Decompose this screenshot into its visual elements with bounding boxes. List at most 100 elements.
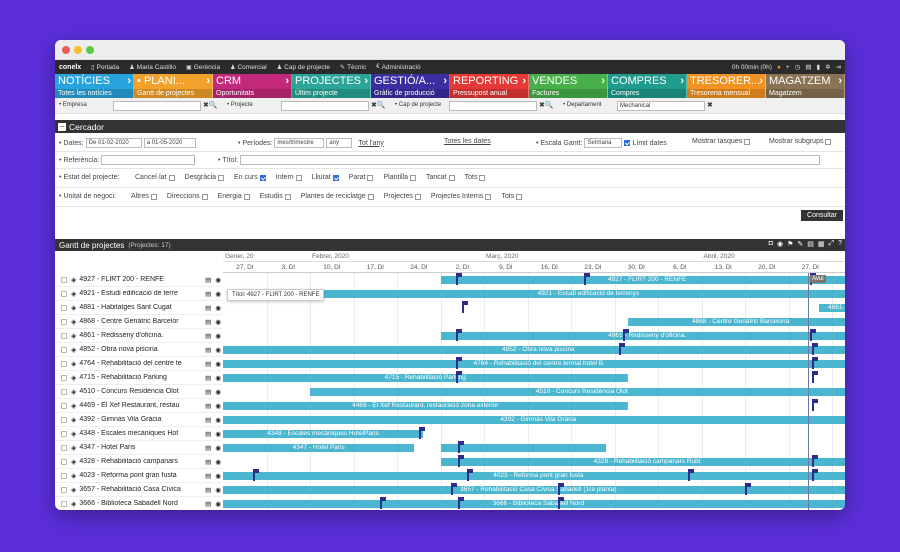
gantt-bar[interactable]: 4392 - Gimnàs Vila Gràcia bbox=[223, 416, 845, 424]
gantt-bar[interactable]: 4023 - Reforma pont gran fusta bbox=[223, 472, 845, 480]
plus-icon[interactable]: + bbox=[785, 63, 790, 71]
list-icon[interactable]: ▤ bbox=[205, 402, 212, 410]
clear-search-icon[interactable]: ✖🔍 bbox=[371, 102, 386, 109]
row-checkbox[interactable] bbox=[61, 402, 67, 409]
pdf-icon[interactable]: ▤ bbox=[807, 241, 814, 248]
project-row[interactable]: ◈ 4927 - FLIRT 200 - RENFE ▤ ◉ bbox=[55, 273, 223, 287]
close-dot[interactable] bbox=[62, 46, 70, 54]
date-to-input[interactable]: a 01-05-2020 bbox=[143, 138, 196, 148]
milestone-flag-icon[interactable] bbox=[455, 357, 462, 369]
gantt-bar[interactable]: 4852 - Obra nova piscina bbox=[223, 346, 845, 354]
project-row[interactable]: ◈ 4328 - Rehabilitació campanars ▤ ◉ bbox=[55, 455, 223, 469]
estat-checkbox[interactable] bbox=[410, 174, 416, 181]
project-row[interactable]: ◈ 3657 - Rehabilitació Casa Cívica ▤ ◉ bbox=[55, 483, 223, 497]
milestone-flag-icon[interactable] bbox=[557, 497, 564, 509]
project-row[interactable]: ◈ 4510 - Concurs Residència Olot ▤ ◉ bbox=[55, 385, 223, 399]
row-checkbox[interactable] bbox=[61, 304, 67, 311]
bookmark-icon[interactable]: ▮ bbox=[816, 64, 821, 71]
project-name[interactable]: 4715 - Rehabilitació Parking bbox=[79, 374, 167, 381]
estat-checkbox[interactable] bbox=[367, 174, 374, 181]
estat-checkbox[interactable] bbox=[218, 174, 225, 181]
module-sub[interactable]: Pressupost anual bbox=[450, 89, 528, 98]
project-row[interactable]: ◈ 4023 - Reforma pont gran fusta ▤ ◉ bbox=[55, 469, 223, 483]
milestone-flag-icon[interactable] bbox=[812, 469, 819, 481]
eye-icon[interactable]: ◉ bbox=[215, 374, 221, 382]
list-icon[interactable]: ▤ bbox=[205, 430, 212, 438]
eye-icon[interactable]: ◉ bbox=[215, 360, 221, 368]
list-icon[interactable]: ▤ bbox=[205, 332, 212, 340]
eye-icon[interactable]: ◉ bbox=[215, 416, 221, 424]
nav-item-6[interactable]: € Administració bbox=[376, 64, 420, 71]
gantt-bar[interactable]: 4868 - Centre Geriàtric Barcelona bbox=[627, 318, 845, 326]
project-name[interactable]: 4328 - Rehabilitació campanars bbox=[79, 458, 178, 465]
list-icon[interactable]: ▤ bbox=[205, 388, 212, 396]
camera-icon[interactable]: ◘ bbox=[768, 240, 773, 247]
eye-icon[interactable]: ◉ bbox=[215, 430, 221, 438]
project-name[interactable]: 3657 - Rehabilitació Casa Cívica bbox=[79, 486, 181, 493]
list-icon[interactable]: ▤ bbox=[205, 500, 212, 508]
milestone-flag-icon[interactable] bbox=[618, 343, 625, 355]
expand-icon[interactable]: ⤢ bbox=[828, 240, 835, 247]
project-row[interactable]: ◈ 4881 - Habitatges Sant Cugat ▤ ◉ bbox=[55, 301, 223, 315]
project-row[interactable]: ◈ 4348 - Escales mecàniques Hot ▤ ◉ bbox=[55, 427, 223, 441]
row-checkbox[interactable] bbox=[61, 458, 67, 465]
module-5[interactable]: REPORTING › Pressupost anual bbox=[450, 74, 529, 98]
list-icon[interactable]: ▤ bbox=[205, 304, 212, 312]
collapse-icon[interactable]: − bbox=[58, 121, 66, 131]
project-name[interactable]: 4868 - Centre Geriàtric Barcelor bbox=[79, 318, 179, 325]
list-icon[interactable]: ▤ bbox=[205, 458, 212, 466]
nav-item-5[interactable]: ✎ Tècnic bbox=[340, 64, 366, 71]
gantt-bar[interactable]: 4764 - Rehabilitació del centre termal h… bbox=[223, 360, 845, 368]
eye-icon[interactable]: ◉ bbox=[215, 486, 221, 494]
project-row[interactable]: ◈ 4764 - Rehabilitació del centre te ▤ ◉ bbox=[55, 357, 223, 371]
milestone-flag-icon[interactable] bbox=[557, 483, 564, 495]
maximize-dot[interactable] bbox=[86, 46, 94, 54]
estat-checkbox[interactable] bbox=[259, 174, 266, 181]
module-sub[interactable]: Gantt de projectes bbox=[134, 89, 212, 98]
project-row[interactable]: ◈ 4715 - Rehabilitació Parking ▤ ◉ bbox=[55, 371, 223, 385]
estat-checkbox[interactable] bbox=[295, 174, 302, 181]
row-checkbox[interactable] bbox=[61, 374, 67, 381]
nav-item-4[interactable]: ♟ Cap de projecte bbox=[277, 64, 330, 71]
clear-icon[interactable]: ✖ bbox=[707, 102, 713, 109]
milestone-flag-icon[interactable] bbox=[418, 427, 425, 439]
project-name[interactable]: 4348 - Escales mecàniques Hot bbox=[79, 430, 179, 437]
eye-icon[interactable]: ◉ bbox=[215, 318, 221, 326]
project-name[interactable]: 4469 - El Xef Restaurant, restau bbox=[79, 402, 180, 409]
consultar-button[interactable]: Consultar bbox=[801, 210, 843, 221]
project-name[interactable]: 4510 - Concurs Residència Olot bbox=[79, 388, 179, 395]
gantt-bar[interactable]: 4328 - Rehabilitació campanars Rubí bbox=[440, 458, 845, 466]
gantt-bar[interactable]: 4348 - Escales mecàniques HotelParis bbox=[223, 430, 424, 438]
milestone-flag-icon[interactable] bbox=[253, 469, 260, 481]
unitat-checkbox[interactable] bbox=[516, 193, 523, 200]
periode-select[interactable]: mes/trimestre bbox=[274, 138, 325, 148]
gantt-bar[interactable]: 4921 - Estudi edificació de terrenys bbox=[323, 290, 845, 298]
row-checkbox[interactable] bbox=[61, 472, 67, 479]
nav-item-1[interactable]: ♟ Maria Castillo bbox=[129, 64, 176, 71]
row-checkbox[interactable] bbox=[61, 318, 67, 325]
nav-item-0[interactable]: ▯ Portada bbox=[91, 64, 119, 71]
module-sub[interactable]: Compres bbox=[608, 89, 686, 98]
row-checkbox[interactable] bbox=[61, 388, 67, 395]
eye-icon[interactable]: ◉ bbox=[215, 276, 221, 284]
project-name[interactable]: 4881 - Habitatges Sant Cugat bbox=[79, 304, 172, 311]
project-name[interactable]: 3666 - Biblioteca Sabadell Nord bbox=[79, 500, 178, 507]
list-icon[interactable]: ▤ bbox=[205, 472, 212, 480]
mostrar-tasques-checkbox[interactable] bbox=[744, 138, 751, 145]
record-icon[interactable]: ● bbox=[776, 63, 781, 71]
project-name[interactable]: 4861 - Redisseny d'oficina. bbox=[79, 332, 164, 339]
module-sub[interactable]: Gràfic de producció bbox=[371, 89, 449, 98]
gantt-bar[interactable]: 4927 - FLIRT 200 - RENFE bbox=[440, 276, 845, 284]
project-row[interactable]: ◈ 4469 - El Xef Restaurant, restau ▤ ◉ bbox=[55, 399, 223, 413]
module-2[interactable]: CRM › Oportunitats bbox=[213, 74, 292, 98]
dropper-icon[interactable]: ✎ bbox=[797, 241, 804, 248]
milestone-flag-icon[interactable] bbox=[623, 329, 630, 341]
milestone-flag-icon[interactable] bbox=[745, 483, 751, 495]
help-icon[interactable]: ? bbox=[838, 240, 842, 247]
estat-checkbox[interactable] bbox=[448, 174, 455, 181]
module-sub[interactable]: Últim projecte bbox=[292, 89, 370, 98]
project-row[interactable]: ◈ 4861 - Redisseny d'oficina. ▤ ◉ bbox=[55, 329, 223, 343]
project-row[interactable]: ◈ 4347 - Hotel Paris ▤ ◉ bbox=[55, 441, 223, 455]
eye-icon[interactable]: ◉ bbox=[215, 402, 221, 410]
unitat-checkbox[interactable] bbox=[414, 193, 421, 200]
